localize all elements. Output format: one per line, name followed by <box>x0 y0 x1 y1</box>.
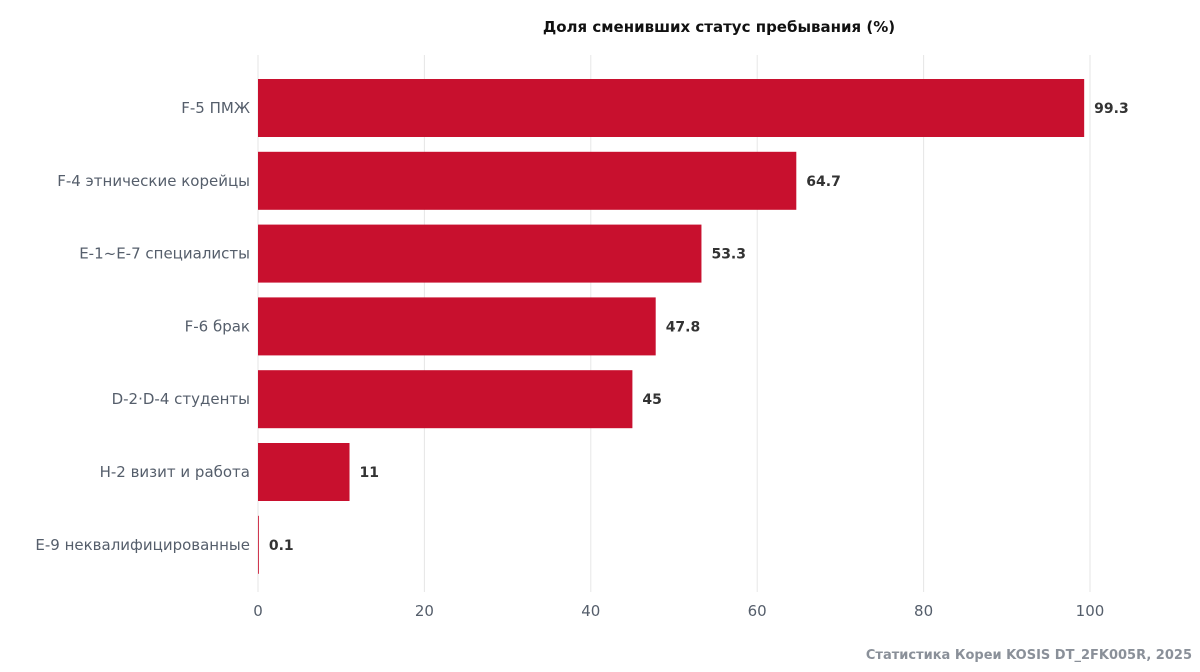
bar <box>258 515 259 574</box>
data-label: 11 <box>360 465 379 481</box>
category-label: F-4 этнические корейцы <box>57 172 250 190</box>
category-label: H-2 визит и работа <box>100 463 250 481</box>
category-label: E-9 неквалифицированные <box>35 536 250 554</box>
x-tick-label: 60 <box>748 602 767 620</box>
x-tick-label: 20 <box>415 602 434 620</box>
bar <box>258 79 1085 137</box>
data-label: 47.8 <box>666 319 701 335</box>
category-label: F-5 ПМЖ <box>181 99 250 117</box>
category-label: D-2·D-4 студенты <box>112 390 250 408</box>
category-label: F-6 брак <box>185 317 250 335</box>
x-tick-label: 0 <box>253 602 263 620</box>
data-label: 45 <box>642 392 661 408</box>
source-note: Статистика Кореи KOSIS DT_2FK005R, 2025 <box>866 648 1192 663</box>
chart-title: Доля сменивших статус пребывания (%) <box>543 18 895 36</box>
data-label: 64.7 <box>806 174 841 190</box>
x-tick-label: 100 <box>1076 602 1105 620</box>
bar <box>258 297 656 356</box>
bar <box>258 370 633 429</box>
data-label: 53.3 <box>711 247 746 263</box>
data-label: 99.3 <box>1094 101 1129 117</box>
data-label: 0.1 <box>269 538 294 554</box>
category-label: E-1~E-7 специалисты <box>79 245 250 263</box>
x-axis-ticks: 0 20 40 60 80 100 <box>253 602 1104 620</box>
bar <box>258 151 797 210</box>
bar <box>258 224 702 283</box>
value-labels: 99.3 64.7 53.3 47.8 45 11 0.1 <box>269 101 1129 554</box>
x-tick-label: 40 <box>581 602 600 620</box>
bar <box>258 443 350 501</box>
bars <box>258 79 1085 574</box>
category-labels: F-5 ПМЖ F-4 этнические корейцы E-1~E-7 спе… <box>35 99 250 554</box>
x-tick-label: 80 <box>914 602 933 620</box>
